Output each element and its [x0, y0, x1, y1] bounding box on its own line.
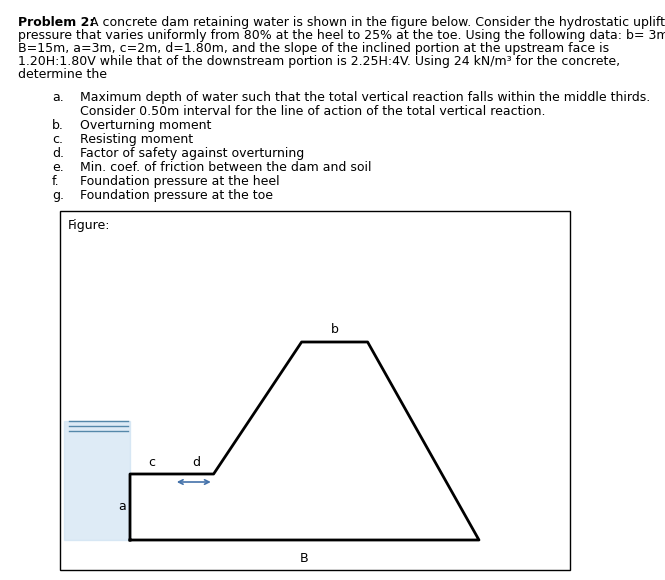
Text: d: d — [192, 456, 200, 469]
Text: Resisting moment: Resisting moment — [80, 133, 193, 146]
Text: e.: e. — [52, 161, 64, 174]
Text: Foundation pressure at the toe: Foundation pressure at the toe — [80, 189, 273, 202]
Text: c.: c. — [52, 133, 63, 146]
Text: Factor of safety against overturning: Factor of safety against overturning — [80, 147, 305, 160]
Text: Consider 0.50m interval for the line of action of the total vertical reaction.: Consider 0.50m interval for the line of … — [80, 105, 545, 118]
Bar — [60, 211, 570, 570]
Text: a: a — [118, 501, 126, 513]
Text: c: c — [148, 456, 156, 469]
Text: a.: a. — [52, 91, 64, 104]
Text: B: B — [300, 552, 309, 565]
Text: Foundation pressure at the heel: Foundation pressure at the heel — [80, 175, 279, 188]
Text: Problem 2:: Problem 2: — [18, 16, 94, 29]
Text: b: b — [331, 323, 338, 336]
Text: B=15m, a=3m, c=2m, d=1.80m, and the slope of the inclined portion at the upstrea: B=15m, a=3m, c=2m, d=1.80m, and the slop… — [18, 42, 609, 55]
Text: pressure that varies uniformly from 80% at the heel to 25% at the toe. Using the: pressure that varies uniformly from 80% … — [18, 29, 665, 42]
Text: A concrete dam retaining water is shown in the figure below. Consider the hydros: A concrete dam retaining water is shown … — [86, 16, 665, 29]
Polygon shape — [64, 421, 130, 540]
Text: g.: g. — [52, 189, 64, 202]
Text: b.: b. — [52, 119, 64, 132]
Text: d.: d. — [52, 147, 64, 160]
Text: f.: f. — [52, 175, 60, 188]
Text: Figure:: Figure: — [68, 219, 110, 232]
Text: 1.20H:1.80V while that of the downstream portion is 2.25H:4V. Using 24 kN/m³ for: 1.20H:1.80V while that of the downstream… — [18, 55, 620, 68]
Text: Maximum depth of water such that the total vertical reaction falls within the mi: Maximum depth of water such that the tot… — [80, 91, 650, 104]
Text: determine the: determine the — [18, 68, 107, 81]
Text: Min. coef. of friction between the dam and soil: Min. coef. of friction between the dam a… — [80, 161, 372, 174]
Text: Overturning moment: Overturning moment — [80, 119, 211, 132]
